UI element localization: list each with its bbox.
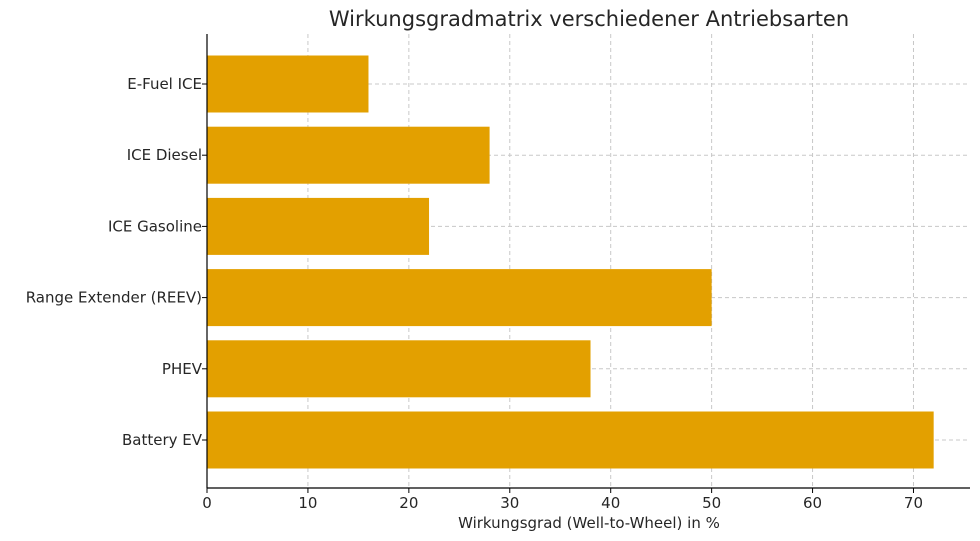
y-tick-label: E-Fuel ICE — [127, 75, 202, 93]
x-tick-label: 10 — [298, 494, 317, 512]
x-axis-label: Wirkungsgrad (Well-to-Wheel) in % — [458, 514, 720, 532]
x-tick-label: 30 — [500, 494, 519, 512]
y-tick-label: PHEV — [162, 360, 203, 378]
x-tick-label: 70 — [904, 494, 923, 512]
x-tick-label: 50 — [702, 494, 721, 512]
bars-layer — [207, 55, 934, 469]
x-tick-label: 40 — [601, 494, 620, 512]
y-tick-label: ICE Gasoline — [108, 217, 202, 235]
bar — [207, 411, 934, 469]
ticks-layer: 0 10 20 30 40 50 60 70 E-Fuel ICE ICE Diesel ICE G… — [26, 75, 923, 512]
bar — [207, 340, 591, 398]
axes-layer — [206, 34, 970, 489]
x-tick-label: 0 — [202, 494, 212, 512]
bar — [207, 126, 490, 184]
y-tick-label: Battery EV — [122, 431, 203, 449]
y-tick-label: Range Extender (REEV) — [26, 289, 202, 307]
bar — [207, 197, 430, 255]
chart-title: Wirkungsgradmatrix verschiedener Antrieb… — [329, 7, 849, 31]
y-tick-label: ICE Diesel — [127, 146, 202, 164]
x-tick-label: 60 — [803, 494, 822, 512]
x-tick-label: 20 — [399, 494, 418, 512]
bar — [207, 269, 712, 327]
bar — [207, 55, 369, 113]
